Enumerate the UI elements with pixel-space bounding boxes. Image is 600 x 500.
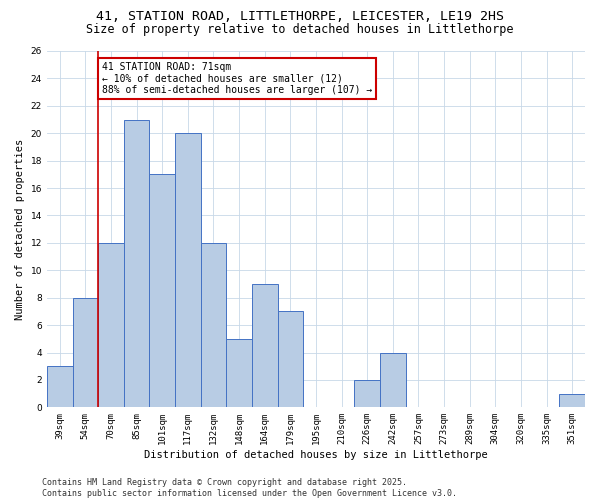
Bar — [73, 298, 98, 408]
Text: 41, STATION ROAD, LITTLETHORPE, LEICESTER, LE19 2HS: 41, STATION ROAD, LITTLETHORPE, LEICESTE… — [96, 10, 504, 23]
Bar — [200, 243, 226, 408]
Bar — [559, 394, 585, 407]
Bar — [175, 133, 200, 407]
Bar — [380, 352, 406, 408]
Bar — [278, 312, 303, 408]
Bar — [252, 284, 278, 408]
Bar — [124, 120, 149, 408]
X-axis label: Distribution of detached houses by size in Littlethorpe: Distribution of detached houses by size … — [144, 450, 488, 460]
Bar — [47, 366, 73, 408]
Text: Contains HM Land Registry data © Crown copyright and database right 2025.
Contai: Contains HM Land Registry data © Crown c… — [42, 478, 457, 498]
Bar — [226, 339, 252, 407]
Text: Size of property relative to detached houses in Littlethorpe: Size of property relative to detached ho… — [86, 22, 514, 36]
Bar — [149, 174, 175, 408]
Bar — [98, 243, 124, 408]
Text: 41 STATION ROAD: 71sqm
← 10% of detached houses are smaller (12)
88% of semi-det: 41 STATION ROAD: 71sqm ← 10% of detached… — [102, 62, 372, 95]
Bar — [355, 380, 380, 407]
Y-axis label: Number of detached properties: Number of detached properties — [15, 138, 25, 320]
